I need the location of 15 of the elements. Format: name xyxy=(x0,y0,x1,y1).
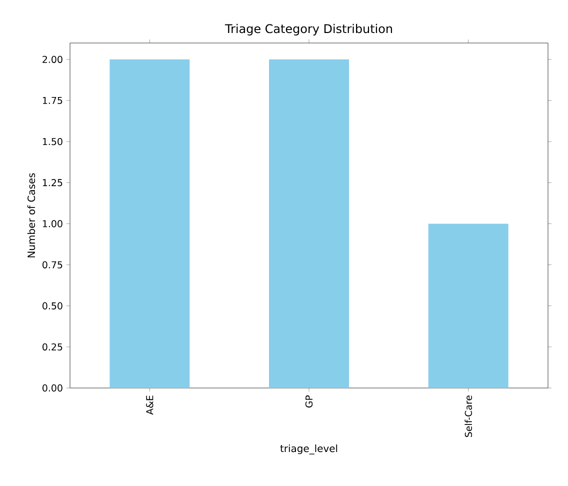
y-axis-title: Number of Cases xyxy=(27,173,36,258)
y-tick-label: 1.00 xyxy=(42,220,62,228)
y-tick-label: 0.50 xyxy=(42,302,62,310)
y-tick-label: 2.00 xyxy=(42,56,62,64)
y-tick-label: 1.75 xyxy=(42,96,62,104)
x-tick-label: GP xyxy=(305,395,313,408)
x-tick-label: A&E xyxy=(146,396,154,415)
x-tick-label: Self-Care xyxy=(464,396,472,437)
y-tick-label: 1.50 xyxy=(42,138,62,146)
y-tick-label: 0.25 xyxy=(42,343,62,351)
y-tick-label: 1.25 xyxy=(42,179,62,186)
x-axis-title: triage_level xyxy=(280,444,338,454)
chart-title: Triage Category Distribution xyxy=(224,24,392,36)
y-tick-label: 0.75 xyxy=(42,261,62,268)
y-tick-label: 0.00 xyxy=(42,384,62,392)
